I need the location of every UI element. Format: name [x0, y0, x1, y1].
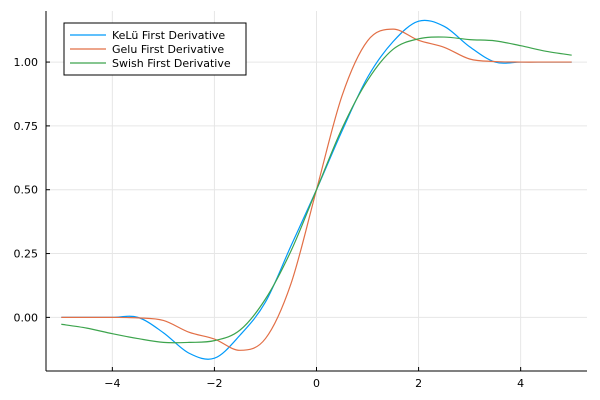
legend-label-kelu: KeLü First Derivative	[112, 29, 225, 42]
y-tick-label: 0.75	[14, 120, 39, 133]
x-tick-label: −2	[206, 377, 222, 390]
x-tick-label: 0	[313, 377, 320, 390]
series-line-swish	[61, 36, 572, 344]
legend: KeLü First Derivative Gelu First Derivat…	[63, 22, 247, 76]
x-tick-label: −4	[104, 377, 120, 390]
y-tick-label: 0.00	[14, 311, 39, 324]
series-layer	[61, 19, 572, 360]
y-tick-label: 1.00	[14, 56, 39, 69]
legend-label-gelu: Gelu First Derivative	[112, 43, 224, 56]
x-tick-label: 4	[517, 377, 524, 390]
y-tick-label: 0.50	[14, 184, 39, 197]
legend-label-swish: Swish First Derivative	[112, 57, 231, 70]
tick-layer: −4 −2 0 2 4 0.00 0.25 0.50 0.75 1.00	[14, 56, 525, 390]
x-tick-label: 2	[415, 377, 422, 390]
y-tick-label: 0.25	[14, 248, 39, 261]
